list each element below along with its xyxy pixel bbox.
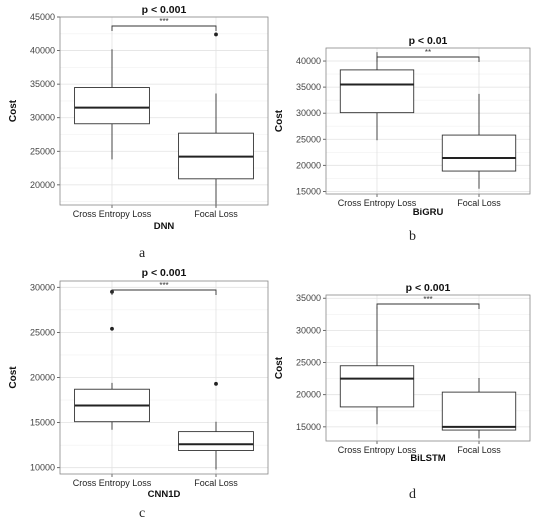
significance-stars: **: [425, 48, 431, 57]
x-tick-label: Cross Entropy Loss: [73, 209, 152, 219]
significance-bracket: [376, 56, 480, 62]
chart-title: p < 0.001: [142, 4, 187, 16]
box-focal-loss: [441, 377, 517, 439]
y-tick-label: 15000: [296, 422, 321, 432]
x-axis-label: DNN: [154, 221, 175, 232]
y-tick-label: 30000: [30, 113, 55, 123]
x-axis-label: BiLSTM: [410, 453, 445, 464]
x-axis-label: CNN1D: [148, 489, 181, 500]
panel-letter-c: c: [139, 506, 146, 521]
outlier-point: [110, 326, 114, 331]
x-tick-label: Cross Entropy Loss: [338, 445, 417, 455]
box-cross-entropy-loss: [339, 306, 415, 425]
iqr-box: [178, 431, 254, 452]
y-tick-label: 35000: [296, 293, 321, 303]
y-tick-label: 25000: [30, 327, 55, 337]
y-tick-label: 25000: [296, 134, 321, 144]
iqr-box: [74, 87, 150, 125]
chart-panel-cnn1d: 10000 15000 20000 25000 30000 Cross Entropy L…: [8, 267, 269, 500]
chart-title: p < 0.001: [406, 282, 451, 294]
y-tick-label: 40000: [30, 46, 55, 56]
box-cross-entropy-loss: [339, 52, 415, 141]
plot-border: [59, 280, 269, 475]
box-focal-loss: [178, 32, 254, 207]
y-tick-label: 20000: [30, 180, 55, 190]
chart-panel-bilstm: 15000 20000 25000 30000 35000 Cross Entropy L…: [274, 282, 531, 464]
significance-bracket: [111, 25, 217, 31]
iqr-box: [339, 69, 415, 114]
y-tick-label: 20000: [296, 160, 321, 170]
iqr-box: [441, 391, 517, 431]
x-tick-label: Cross Entropy Loss: [73, 478, 152, 488]
x-tick-label: Focal Loss: [194, 209, 238, 219]
plot-border: [59, 16, 269, 206]
y-tick-label: 45000: [30, 12, 55, 22]
box-focal-loss: [178, 381, 254, 470]
significance-stars: ***: [159, 281, 168, 290]
box-cross-entropy-loss: [74, 49, 150, 160]
y-tick-label: 15000: [30, 418, 55, 428]
outlier-point: [214, 381, 218, 386]
x-tick-label: Focal Loss: [194, 478, 238, 488]
y-tick-label: 15000: [296, 186, 321, 196]
outlier-point: [214, 32, 218, 37]
box-focal-loss: [441, 93, 517, 189]
x-tick-label: Focal Loss: [457, 445, 501, 455]
chart-panel-bigru: 15000 20000 25000 30000 35000 40000 Cross Entr…: [274, 35, 531, 218]
plot-border: [325, 47, 531, 195]
x-axis-label: BiGRU: [413, 207, 444, 218]
panel-letter-d: d: [409, 487, 416, 502]
x-tick-label: Focal Loss: [457, 198, 501, 208]
y-axis-label: Cost: [8, 99, 19, 122]
y-tick-label: 20000: [30, 373, 55, 383]
significance-stars: ***: [159, 17, 168, 26]
y-tick-label: 35000: [296, 82, 321, 92]
chart-panel-dnn: 20000 25000 30000 35000 40000 45000 Cross Entr…: [8, 4, 269, 232]
iqr-box: [339, 365, 415, 408]
significance-bracket: [376, 303, 480, 309]
significance-bracket: [111, 289, 217, 295]
y-tick-label: 30000: [296, 108, 321, 118]
y-tick-label: 30000: [30, 282, 55, 292]
y-tick-label: 10000: [30, 463, 55, 473]
y-axis-label: Cost: [274, 109, 285, 132]
chart-title: p < 0.001: [142, 267, 187, 279]
y-tick-label: 30000: [296, 325, 321, 335]
y-tick-label: 25000: [296, 358, 321, 368]
chart-title: p < 0.01: [409, 35, 448, 47]
y-tick-label: 25000: [30, 146, 55, 156]
iqr-box: [441, 134, 517, 172]
y-axis-label: Cost: [274, 356, 285, 379]
panel-letter-b: b: [409, 229, 416, 244]
y-tick-label: 40000: [296, 56, 321, 66]
y-axis-label: Cost: [8, 366, 19, 389]
panel-letter-a: a: [139, 246, 146, 261]
x-tick-label: Cross Entropy Loss: [338, 198, 417, 208]
plot-border: [325, 294, 531, 442]
significance-stars: ***: [423, 295, 432, 304]
box-cross-entropy-loss: [74, 289, 150, 430]
y-tick-label: 35000: [30, 79, 55, 89]
y-tick-label: 20000: [296, 390, 321, 400]
